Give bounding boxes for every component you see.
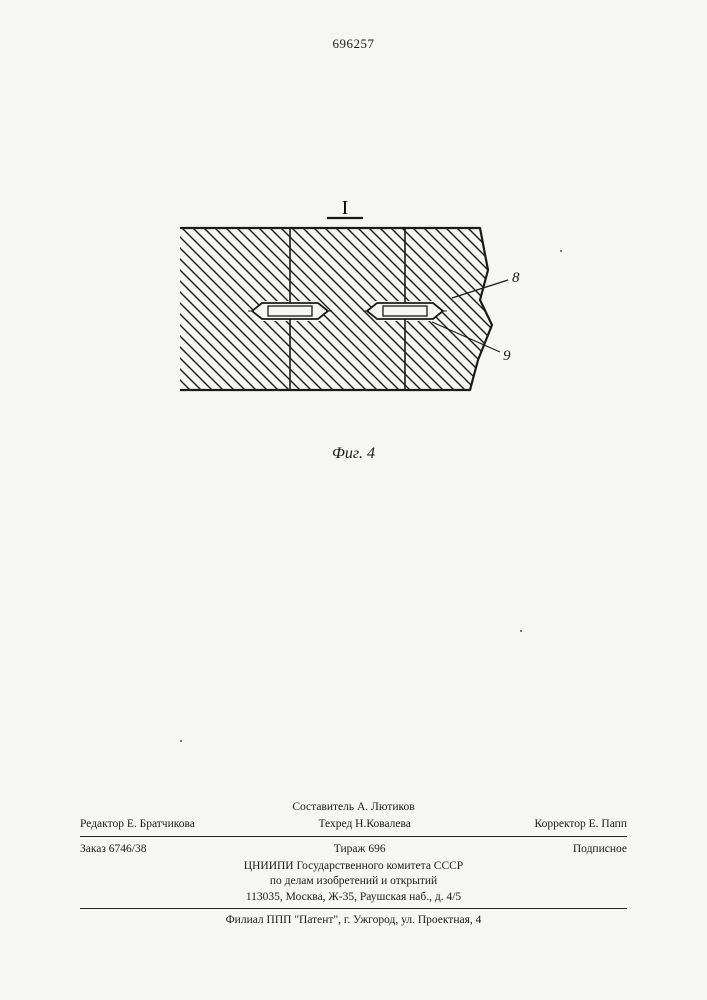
subscript: Подписное [573,842,627,858]
editors-row: Редактор Е. Братчикова Техред Н.Ковалева… [80,816,627,834]
callout-9: 9 [503,348,511,365]
document-number: 696257 [0,36,707,52]
org-line-1: ЦНИИПИ Государственного комитета СССР [80,859,627,875]
org-line-2: по делам изобретений и открытий [80,874,627,890]
figure-caption: Фиг. 4 [0,445,707,463]
scan-speck [560,250,562,252]
divider [80,836,627,837]
compiler-line: Составитель А. Лютиков [80,800,627,816]
order: Заказ 6746/38 [80,842,147,858]
svg-text:I: I [342,197,349,219]
scan-speck [520,630,522,632]
scan-speck [180,740,182,742]
address: 113035, Москва, Ж-35, Раушская наб., д. … [80,890,627,906]
imprint-block: Составитель А. Лютиков Редактор Е. Братч… [80,800,627,929]
figure-4: I 8 9 [120,180,520,440]
editor: Редактор Е. Братчикова [80,817,195,833]
order-row: Заказ 6746/38 Тираж 696 Подписное [80,841,627,859]
figure-svg: I [120,180,520,440]
callout-8: 8 [512,270,520,287]
branch: Филиал ППП "Патент", г. Ужгород, ул. Про… [80,913,627,929]
divider [80,908,627,909]
tirazh: Тираж 696 [334,842,386,858]
page: 696257 I 8 9 Фиг. 4 Составитель А. Лютик… [0,0,707,1000]
techred: Техред Н.Ковалева [318,817,410,833]
corrector: Корректор Е. Папп [535,817,627,833]
